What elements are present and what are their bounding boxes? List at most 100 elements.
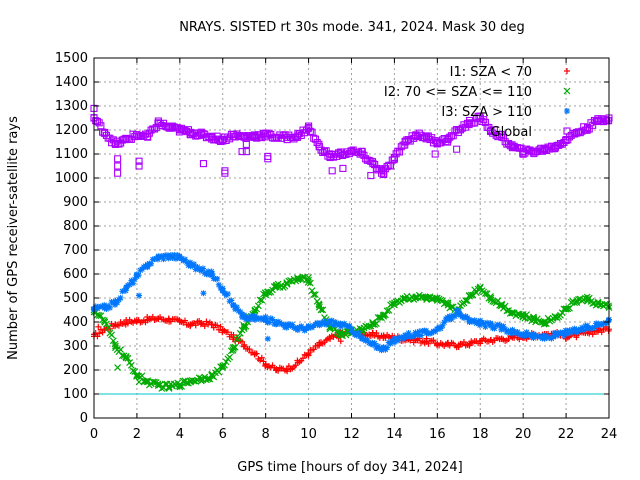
data-point	[530, 148, 538, 156]
data-point	[122, 136, 130, 144]
data-point	[104, 324, 112, 332]
data-point	[433, 296, 441, 304]
data-point	[124, 354, 132, 362]
data-point	[181, 317, 188, 324]
data-point	[183, 259, 190, 266]
data-point	[427, 330, 434, 337]
data-point	[402, 332, 409, 339]
data-point	[390, 155, 398, 163]
x-tick-label: 2	[133, 427, 141, 442]
data-point	[108, 331, 116, 339]
data-point	[369, 341, 376, 348]
x-tick-label: 14	[386, 427, 403, 442]
data-point	[384, 344, 391, 351]
data-point	[405, 330, 412, 337]
y-tick-label: 200	[63, 363, 88, 378]
data-point	[219, 136, 227, 144]
legend-label: I1: SZA < 70	[450, 65, 532, 80]
data-point	[251, 315, 258, 322]
outlier-point	[114, 169, 122, 177]
data-point	[242, 322, 250, 330]
x-axis-ticks: 0 2 4 6 8 10 12 14 16 18 20 22 24	[90, 58, 617, 442]
outlier-point	[135, 162, 143, 170]
data-point	[563, 329, 570, 336]
data-point	[551, 313, 559, 321]
data-point	[101, 128, 109, 136]
data-point	[433, 138, 441, 146]
outlier-point	[431, 150, 439, 158]
data-point	[591, 324, 598, 331]
data-point	[326, 152, 334, 160]
data-point	[133, 317, 140, 324]
y-tick-label: 800	[63, 219, 88, 234]
data-point	[305, 325, 312, 331]
data-point	[551, 143, 559, 151]
data-point	[273, 367, 280, 373]
outlier-point	[377, 169, 386, 177]
data-point	[246, 346, 253, 353]
data-point	[181, 256, 188, 263]
data-point	[502, 326, 509, 333]
data-point	[369, 160, 377, 168]
data-point	[230, 343, 237, 351]
y-tick-label: 100	[63, 387, 88, 402]
data-point	[530, 313, 537, 321]
data-point	[412, 293, 420, 301]
data-point	[305, 276, 313, 284]
data-point	[439, 322, 446, 329]
data-point	[423, 294, 431, 302]
data-point	[451, 313, 458, 320]
data-point	[97, 312, 105, 320]
data-point	[366, 339, 373, 346]
data-point	[376, 314, 384, 321]
data-point	[230, 302, 237, 309]
data-point	[109, 337, 117, 345]
data-point	[407, 333, 414, 340]
outlier-point	[453, 145, 461, 153]
data-point	[498, 335, 505, 342]
data-point	[310, 346, 317, 353]
data-point	[192, 266, 199, 273]
data-point	[434, 340, 441, 347]
data-point	[117, 294, 124, 301]
data-point	[441, 319, 448, 326]
data-point	[476, 114, 484, 122]
x-tick-label: 0	[90, 427, 98, 442]
data-point	[226, 298, 233, 305]
data-point	[258, 296, 266, 304]
data-point	[387, 340, 394, 347]
data-point	[144, 378, 152, 386]
data-point	[578, 324, 585, 331]
chart-title: NRAYS. SISTED rt 30s mode. 341, 2024. Ma…	[179, 20, 525, 35]
data-point	[487, 294, 495, 302]
data-point	[269, 316, 276, 323]
data-point	[460, 339, 467, 346]
data-point	[498, 325, 505, 331]
data-point	[589, 331, 596, 338]
data-point	[546, 334, 553, 341]
data-point	[176, 126, 184, 134]
data-point	[541, 319, 549, 327]
data-point	[151, 256, 158, 263]
data-point	[106, 304, 113, 311]
data-point	[251, 350, 258, 357]
data-point	[148, 260, 155, 267]
outlier-point	[114, 155, 122, 163]
data-point	[144, 316, 151, 323]
data-point	[487, 322, 494, 329]
data-point	[355, 330, 362, 337]
data-point	[476, 283, 484, 291]
data-point	[144, 133, 152, 141]
legend-marker	[563, 87, 571, 95]
outlier-point	[239, 314, 246, 321]
data-point	[446, 313, 453, 320]
data-point	[481, 290, 489, 297]
data-point	[224, 329, 231, 336]
data-point	[187, 377, 194, 385]
x-axis-label: GPS time [hours of doy 341, 2024]	[237, 460, 462, 475]
data-point	[111, 140, 120, 148]
data-point	[176, 319, 183, 325]
data-point	[423, 338, 430, 345]
data-point	[294, 359, 301, 366]
data-point	[424, 294, 432, 301]
